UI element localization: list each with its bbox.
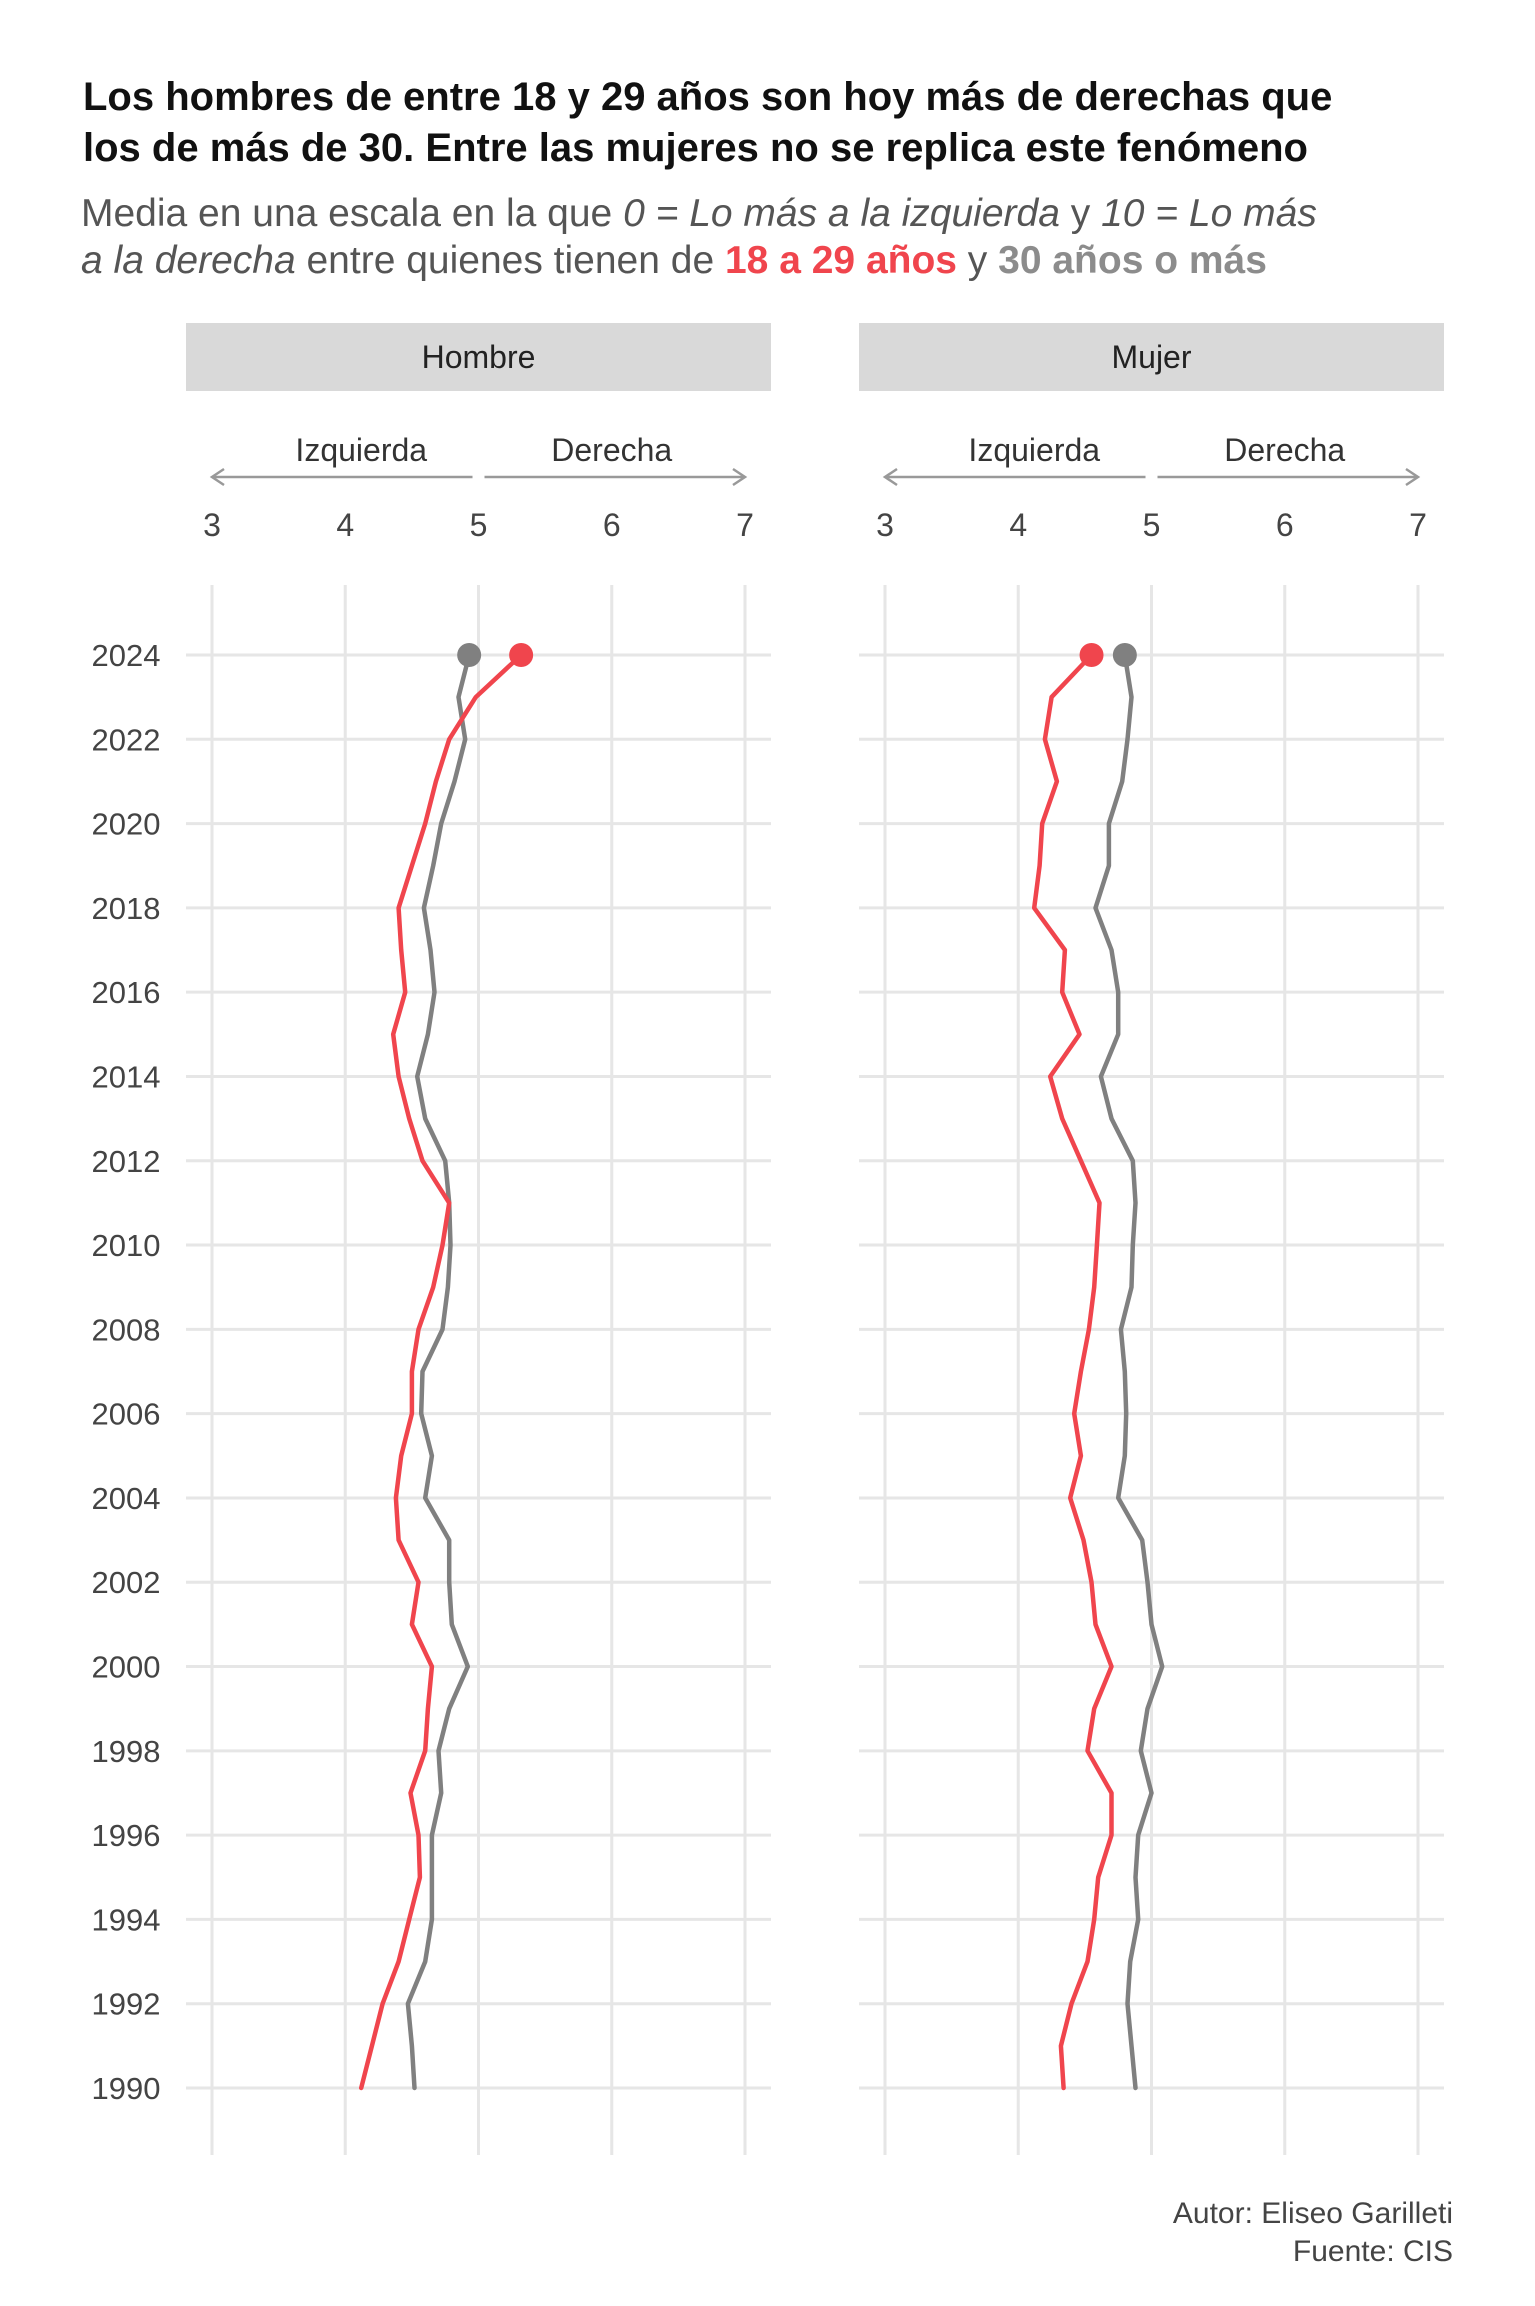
y-tick-label: 2024 xyxy=(92,638,161,673)
x-tick-label: 4 xyxy=(1009,507,1027,543)
series-endpoint xyxy=(509,643,534,667)
y-tick-label: 2020 xyxy=(92,807,161,842)
y-tick-label: 2008 xyxy=(92,1312,161,1347)
chart-title-line: los de más de 30. Entre las mujeres no s… xyxy=(83,126,1308,170)
y-tick-label: 2012 xyxy=(92,1144,161,1179)
caption: Autor: Eliseo Garilleti Fuente: CIS xyxy=(1173,2195,1453,2271)
series-line xyxy=(358,652,524,2091)
x-tick-label: 6 xyxy=(1276,507,1294,543)
y-tick-label: 1994 xyxy=(92,1902,161,1937)
y-tick-label: 2022 xyxy=(92,722,161,757)
facet-strip xyxy=(186,323,771,391)
y-tick-label: 2014 xyxy=(92,1059,161,1094)
right-arrow-icon xyxy=(732,467,748,487)
legend-old-label: 30 años o más xyxy=(998,239,1267,282)
series-endpoint xyxy=(1112,643,1137,667)
y-tick-label: 1992 xyxy=(92,1987,161,2022)
y-tick-label: 1998 xyxy=(92,1734,161,1769)
subtitle-line: a la derecha entre quienes tienen de 18 … xyxy=(81,237,1481,284)
x-tick-label: 3 xyxy=(876,507,894,543)
subtitle-text: y xyxy=(1059,192,1102,235)
direction-label-left: Izquierda xyxy=(295,432,427,468)
y-tick-label: 2016 xyxy=(92,975,161,1010)
chart-title: Los hombres de entre 18 y 29 años son ho… xyxy=(83,72,1483,174)
direction-label-left: Izquierda xyxy=(968,432,1100,468)
y-tick-label: 1996 xyxy=(92,1818,161,1853)
legend-young-label: 18 a 29 años xyxy=(724,239,957,282)
right-arrow-icon xyxy=(1405,467,1421,487)
subtitle-line: Media en una escala en la que 0 = Lo más… xyxy=(81,190,1481,237)
series-line xyxy=(1093,652,1165,2091)
facet-strip xyxy=(859,323,1444,391)
y-tick-label: 2004 xyxy=(92,1481,161,1516)
direction-label-right: Derecha xyxy=(551,432,672,468)
direction-label-right: Derecha xyxy=(1224,432,1345,468)
subtitle-text: y xyxy=(956,239,999,282)
left-arrow-icon xyxy=(882,467,898,487)
x-tick-label: 5 xyxy=(1143,507,1161,543)
author-credit: Autor: Eliseo Garilleti xyxy=(1172,2197,1453,2230)
series-endpoint xyxy=(457,643,482,667)
left-arrow-icon xyxy=(209,467,225,487)
y-tick-label: 2000 xyxy=(92,1650,161,1685)
facet-label: Hombre xyxy=(422,339,536,375)
y-tick-label: 2006 xyxy=(92,1397,161,1432)
subtitle-scale-left: 0 = Lo más a la izquierda xyxy=(623,192,1060,235)
chart-title-line: Los hombres de entre 18 y 29 años son ho… xyxy=(83,75,1333,119)
x-tick-label: 4 xyxy=(336,507,354,543)
subtitle-scale-right-cont: a la derecha xyxy=(81,239,296,282)
x-tick-label: 3 xyxy=(203,507,221,543)
series-line xyxy=(405,652,472,2091)
x-tick-label: 5 xyxy=(470,507,488,543)
y-tick-label: 1990 xyxy=(92,2071,161,2106)
y-tick-label: 2018 xyxy=(92,891,161,926)
x-tick-label: 7 xyxy=(1409,507,1427,543)
y-tick-label: 2010 xyxy=(92,1228,161,1263)
subtitle-text: entre quienes tienen de xyxy=(295,239,725,282)
series-line xyxy=(1031,652,1114,2091)
x-tick-label: 6 xyxy=(603,507,621,543)
facet-label: Mujer xyxy=(1111,339,1191,375)
chart-subtitle: Media en una escala en la que 0 = Lo más… xyxy=(81,190,1481,284)
source-credit: Fuente: CIS xyxy=(1292,2235,1453,2268)
y-tick-label: 2002 xyxy=(92,1565,161,1600)
subtitle-scale-right: 10 = Lo más xyxy=(1101,192,1317,235)
series-endpoint xyxy=(1079,643,1104,667)
subtitle-text: Media en una escala en la que xyxy=(81,192,624,235)
x-tick-label: 7 xyxy=(736,507,754,543)
